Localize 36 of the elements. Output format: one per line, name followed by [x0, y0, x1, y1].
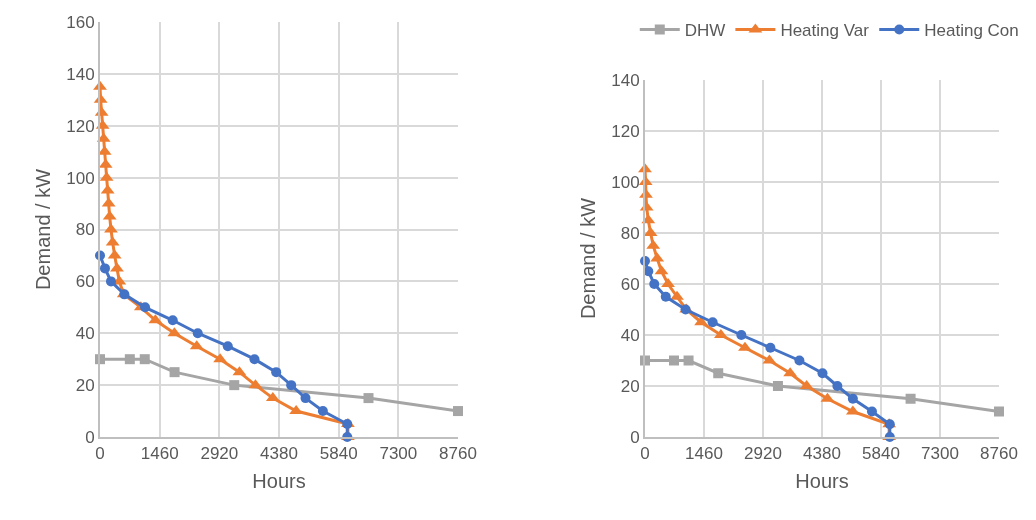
y-tick-label: 60 — [620, 274, 640, 294]
legend-label: Heating Con — [924, 21, 1019, 41]
y-tick-label: 20 — [620, 376, 640, 396]
x-tick-label: 2920 — [744, 444, 782, 464]
x-tick-label: 8760 — [980, 444, 1018, 464]
y-tick-label: 100 — [611, 172, 640, 192]
y-tick-label: 80 — [75, 220, 95, 240]
x-axis-title: Hours — [795, 470, 849, 493]
x-tick-label: 7300 — [921, 444, 959, 464]
y-tick-label: 100 — [66, 168, 95, 188]
y-axis-title: Demand / kW — [32, 168, 55, 291]
y-tick-label: 140 — [66, 64, 95, 84]
y-tick-label: 40 — [620, 325, 640, 345]
y-tick-label: 60 — [75, 272, 95, 292]
x-tick-label: 1460 — [140, 444, 179, 464]
legend-label: Heating Var — [780, 21, 870, 41]
x-tick-label: 5840 — [319, 444, 358, 464]
x-axis-title: Hours — [252, 470, 306, 493]
y-tick-label: 160 — [66, 12, 95, 32]
y-tick-label: 140 — [611, 70, 640, 90]
y-axis-title: Demand / kW — [577, 197, 600, 320]
y-tick-label: 0 — [630, 427, 640, 447]
x-tick-label: 2920 — [200, 444, 239, 464]
y-tick-label: 0 — [85, 427, 95, 447]
x-tick-label: 8760 — [439, 444, 477, 464]
x-tick-label: 4380 — [260, 444, 298, 464]
x-tick-label: 5840 — [862, 444, 900, 464]
x-tick-label: 1460 — [685, 444, 723, 464]
y-tick-label: 120 — [66, 116, 95, 136]
y-tick-label: 120 — [611, 121, 640, 141]
legend-label: DHW — [684, 21, 726, 41]
y-tick-label: 40 — [75, 324, 95, 344]
x-tick-label: 4380 — [803, 444, 841, 464]
y-tick-label: 80 — [620, 223, 640, 243]
x-tick-label: 7300 — [379, 444, 418, 464]
y-tick-label: 20 — [75, 376, 95, 396]
